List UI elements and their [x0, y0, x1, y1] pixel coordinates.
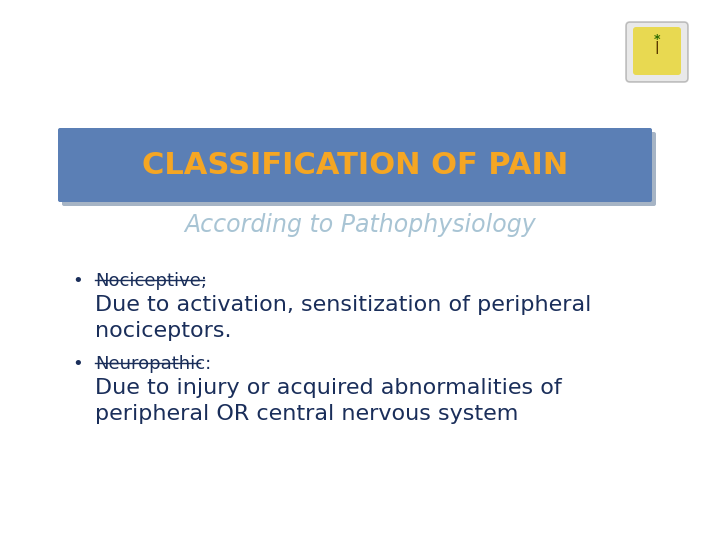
FancyBboxPatch shape: [626, 22, 688, 82]
Text: •: •: [72, 355, 83, 373]
Text: Due to injury or acquired abnormalities of
peripheral OR central nervous system: Due to injury or acquired abnormalities …: [95, 378, 562, 424]
Text: Neuropathic:: Neuropathic:: [95, 355, 211, 373]
Text: Due to activation, sensitization of peripheral
nociceptors.: Due to activation, sensitization of peri…: [95, 295, 591, 341]
Text: *: *: [654, 33, 660, 46]
Text: •: •: [72, 272, 83, 290]
FancyBboxPatch shape: [58, 128, 652, 202]
Text: According to Pathophysiology: According to Pathophysiology: [184, 213, 536, 237]
Text: |: |: [654, 40, 660, 53]
Text: CLASSIFICATION OF PAIN: CLASSIFICATION OF PAIN: [142, 151, 568, 179]
FancyBboxPatch shape: [62, 132, 656, 206]
FancyBboxPatch shape: [633, 27, 681, 75]
Text: Nociceptive;: Nociceptive;: [95, 272, 207, 290]
